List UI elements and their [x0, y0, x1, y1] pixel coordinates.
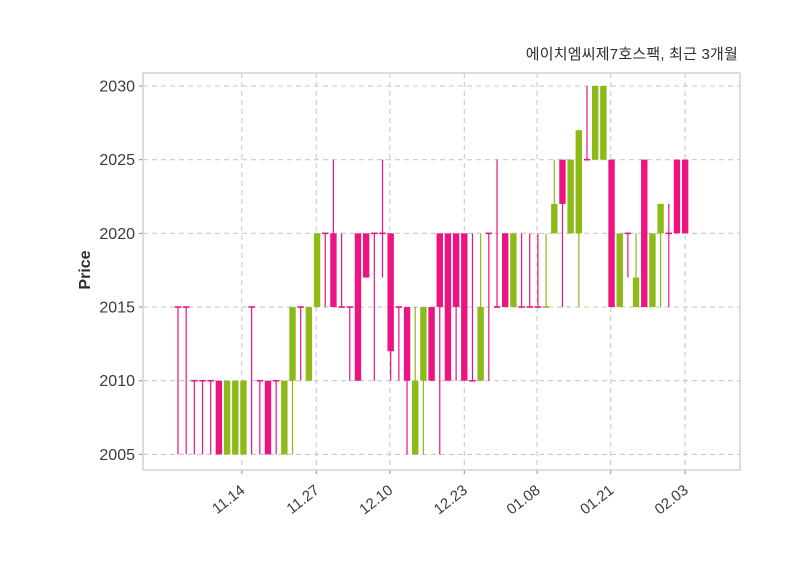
candle-body-doji [248, 306, 255, 308]
candle-body-doji [322, 232, 329, 235]
x-tick-label: 01.21 [577, 482, 617, 519]
candle-body [215, 380, 223, 455]
candle-body-doji [346, 306, 353, 308]
candle-body [232, 380, 239, 455]
candle-body [608, 159, 615, 308]
candle-body [559, 159, 566, 204]
candle-body [420, 307, 427, 381]
candle-body [240, 380, 247, 455]
candle-body [354, 233, 362, 381]
candle-body-doji [493, 306, 501, 308]
candle-body [591, 86, 599, 160]
chart-title: 에이치엠씨제7호스팩, 최근 3개월 [525, 46, 738, 63]
x-tick-label: 12.23 [431, 482, 471, 519]
candle-body-doji [297, 306, 304, 308]
x-tick-label: 02.03 [652, 482, 692, 519]
y-tick-label: 2015 [99, 300, 135, 317]
candle-body-doji [191, 379, 198, 382]
candle-body [305, 307, 313, 381]
candle-body-doji [371, 232, 378, 235]
y-tick-label: 2020 [99, 226, 135, 243]
candle-body [461, 233, 468, 381]
candle-body [444, 233, 452, 381]
candle-body-doji [534, 306, 542, 308]
candle-body-doji [542, 306, 550, 308]
candle-body [313, 233, 321, 308]
candle-body-doji [469, 379, 476, 382]
candle-body [641, 159, 648, 308]
candle-body [673, 159, 681, 234]
candle-body [387, 233, 394, 352]
candle-body [428, 307, 435, 381]
candle-body-doji [665, 232, 672, 235]
candle-body [502, 233, 509, 308]
candle-body [575, 130, 583, 234]
candle-body-doji [485, 232, 493, 235]
candle-body [281, 380, 288, 455]
candle-body-doji [379, 232, 386, 235]
y-tick-label: 2030 [99, 79, 135, 96]
y-tick-label: 2010 [99, 373, 135, 390]
candle-body [264, 380, 272, 455]
plot-border [142, 72, 741, 471]
candle-body [600, 86, 607, 160]
candle-body-doji [182, 306, 190, 308]
candle-body-doji [526, 306, 533, 308]
candle-body-doji [518, 306, 525, 308]
candle-body [681, 159, 689, 234]
y-tick-label: 2025 [99, 152, 135, 169]
candle-body [223, 380, 231, 455]
candle-body [649, 233, 656, 308]
candle-body [362, 233, 370, 278]
candle-body [510, 233, 517, 308]
candle-body [289, 307, 296, 381]
candle-body-doji [395, 306, 403, 308]
candle-body [567, 159, 574, 234]
candle-body [616, 233, 623, 308]
candle-body [330, 233, 337, 308]
candle-body [477, 307, 484, 381]
candle-body-doji [624, 232, 632, 235]
candle-body [452, 233, 460, 308]
candle-body-doji [272, 379, 280, 382]
candle-body-doji [583, 158, 591, 161]
candle-body-doji [174, 306, 182, 308]
candle-body [551, 203, 558, 234]
candle-body-doji [199, 379, 206, 382]
candle-body [412, 380, 419, 455]
y-tick-label: 2005 [99, 447, 135, 464]
candle-body [436, 233, 443, 308]
candle-body [632, 277, 640, 308]
x-tick-label: 12.10 [356, 482, 396, 519]
x-tick-label: 11.14 [209, 482, 248, 518]
x-tick-label: 11.27 [284, 482, 323, 518]
candle-body-doji [338, 306, 345, 308]
candle-body-doji [207, 379, 214, 382]
candle-body-doji [256, 379, 263, 382]
candle-body [657, 203, 664, 234]
x-tick-label: 01.08 [504, 482, 544, 519]
candle-body [403, 307, 411, 381]
